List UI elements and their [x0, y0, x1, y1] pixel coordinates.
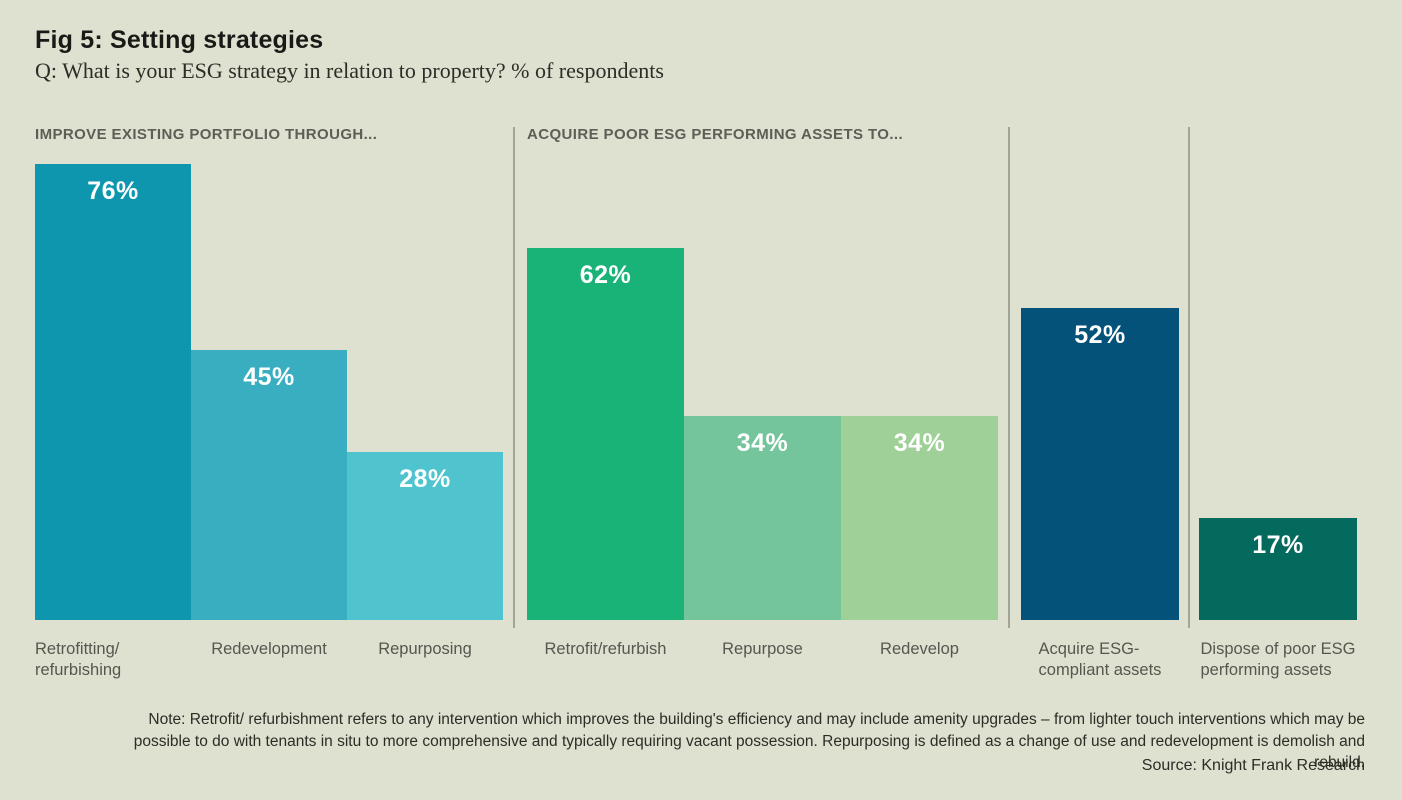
bar-value-label: 45%	[243, 363, 295, 391]
figure-question: Q: What is your ESG strategy in relation…	[35, 58, 664, 83]
bar-category-label: Dispose of poor ESG performing assets	[1200, 640, 1356, 679]
bar-category-label: Retrofitting/ refurbishing	[35, 640, 122, 679]
bar-value-label: 52%	[1074, 321, 1126, 349]
bar-repurposing: 28%	[347, 452, 503, 620]
bar-redevelopment: 45%	[191, 350, 347, 620]
bar-retrofitting-refurbishing: 76%	[35, 164, 191, 620]
group-divider	[1188, 127, 1190, 628]
group-divider	[1008, 127, 1010, 628]
bar-value-label: 34%	[893, 429, 946, 457]
figure-title: Fig 5: Setting strategies	[35, 26, 324, 54]
bar-value-label: 62%	[579, 261, 632, 289]
bar-value-label: 76%	[87, 177, 139, 205]
group-header-improve-existing-portfolio-thr: IMPROVE EXISTING PORTFOLIO THROUGH...	[35, 126, 378, 143]
bar-category-label: Repurpose	[722, 640, 803, 658]
bar-category-label: Redevelop	[880, 640, 959, 658]
bar-acquire-esg-compliant-assets: 52%	[1021, 308, 1179, 620]
chart-note: Note: Retrofit/ refurbishment refers to …	[133, 711, 1365, 771]
bar-retrofit-refurbish: 62%	[527, 248, 684, 620]
group-header-acquire-poor-esg-performing-as: ACQUIRE POOR ESG PERFORMING ASSETS TO...	[527, 126, 904, 143]
bar-category-label: Retrofit/refurbish	[544, 640, 667, 658]
bar-dispose-of-poor-esg-performing-assets: 17%	[1199, 518, 1357, 620]
bar-category-label: Repurposing	[378, 640, 472, 658]
bar-value-label: 28%	[399, 465, 451, 493]
group-divider	[513, 127, 515, 628]
chart-source: Source: Knight Frank Research	[1141, 757, 1365, 774]
bar-value-label: 34%	[736, 429, 789, 457]
bar-repurpose: 34%	[684, 416, 841, 620]
bar-category-label: Acquire ESG- compliant assets	[1038, 640, 1162, 679]
bar-value-label: 17%	[1252, 531, 1304, 559]
bar-redevelop: 34%	[841, 416, 998, 620]
bar-category-label: Redevelopment	[211, 640, 327, 658]
